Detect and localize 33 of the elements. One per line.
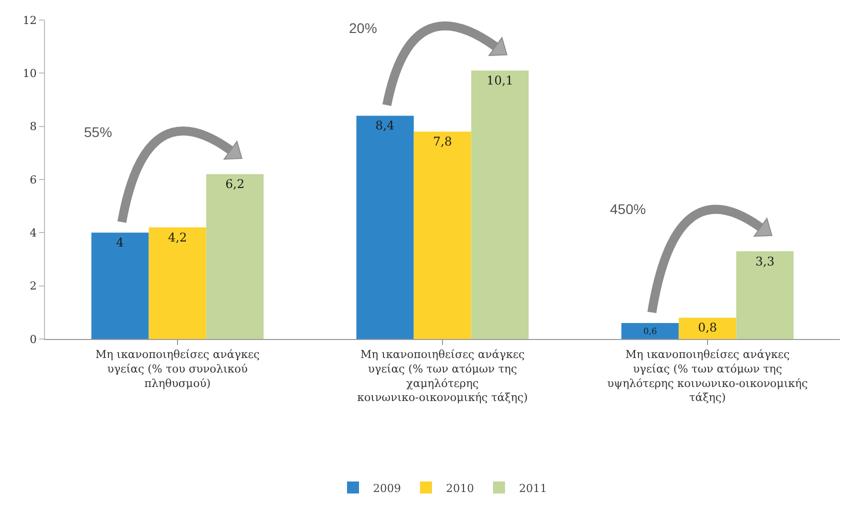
bar [678,318,736,339]
y-tick-label: 2 [30,280,37,293]
legend-label: 2011 [519,482,547,495]
x-tick-label: Μη ικανοποιηθείσες ανάγκες υγείας (% του συνολικού πληθυσμού) [95,348,260,390]
annotation: 450% [610,201,646,217]
x-tick-label: Μη ικανοποιηθείσες ανάγκες υγείας (% των ατόμων της χαμηλότερης κοινωνικο-οικονομικής τάξης) [357,348,528,404]
y-tick-label: 10 [22,67,37,80]
data-label: 0,8 [698,320,718,335]
bar [356,116,414,339]
data-label: 8,4 [375,118,395,133]
bar [414,132,472,339]
bar [148,227,206,339]
y-tick-label: 12 [22,14,37,27]
data-label: 10,1 [486,74,514,88]
x-tick-label: Μη ικανοποιηθείσες ανάγκες υγείας (% των ατόμων της υψηλότερης κοινωνικο-οικονομικής τάξης) [607,348,808,404]
data-label: 4 [116,236,124,250]
data-label: 7,8 [432,134,452,149]
data-label: 3,3 [755,254,774,268]
bar [621,323,679,339]
legend-label: 2009 [373,482,401,495]
y-tick-label: 6 [30,173,37,186]
annotation: 20% [349,20,378,36]
bar [91,232,149,339]
y-tick-label: 8 [30,120,37,134]
data-label: 4,2 [168,230,188,244]
bar [206,174,264,339]
y-tick-label: 4 [30,226,37,240]
bar [471,70,529,339]
data-label: 0,6 [643,326,657,337]
y-tick-label: 0 [30,332,37,346]
data-label: 6,2 [225,177,244,192]
legend-label: 2010 [446,482,474,495]
annotation: 55% [84,124,112,140]
